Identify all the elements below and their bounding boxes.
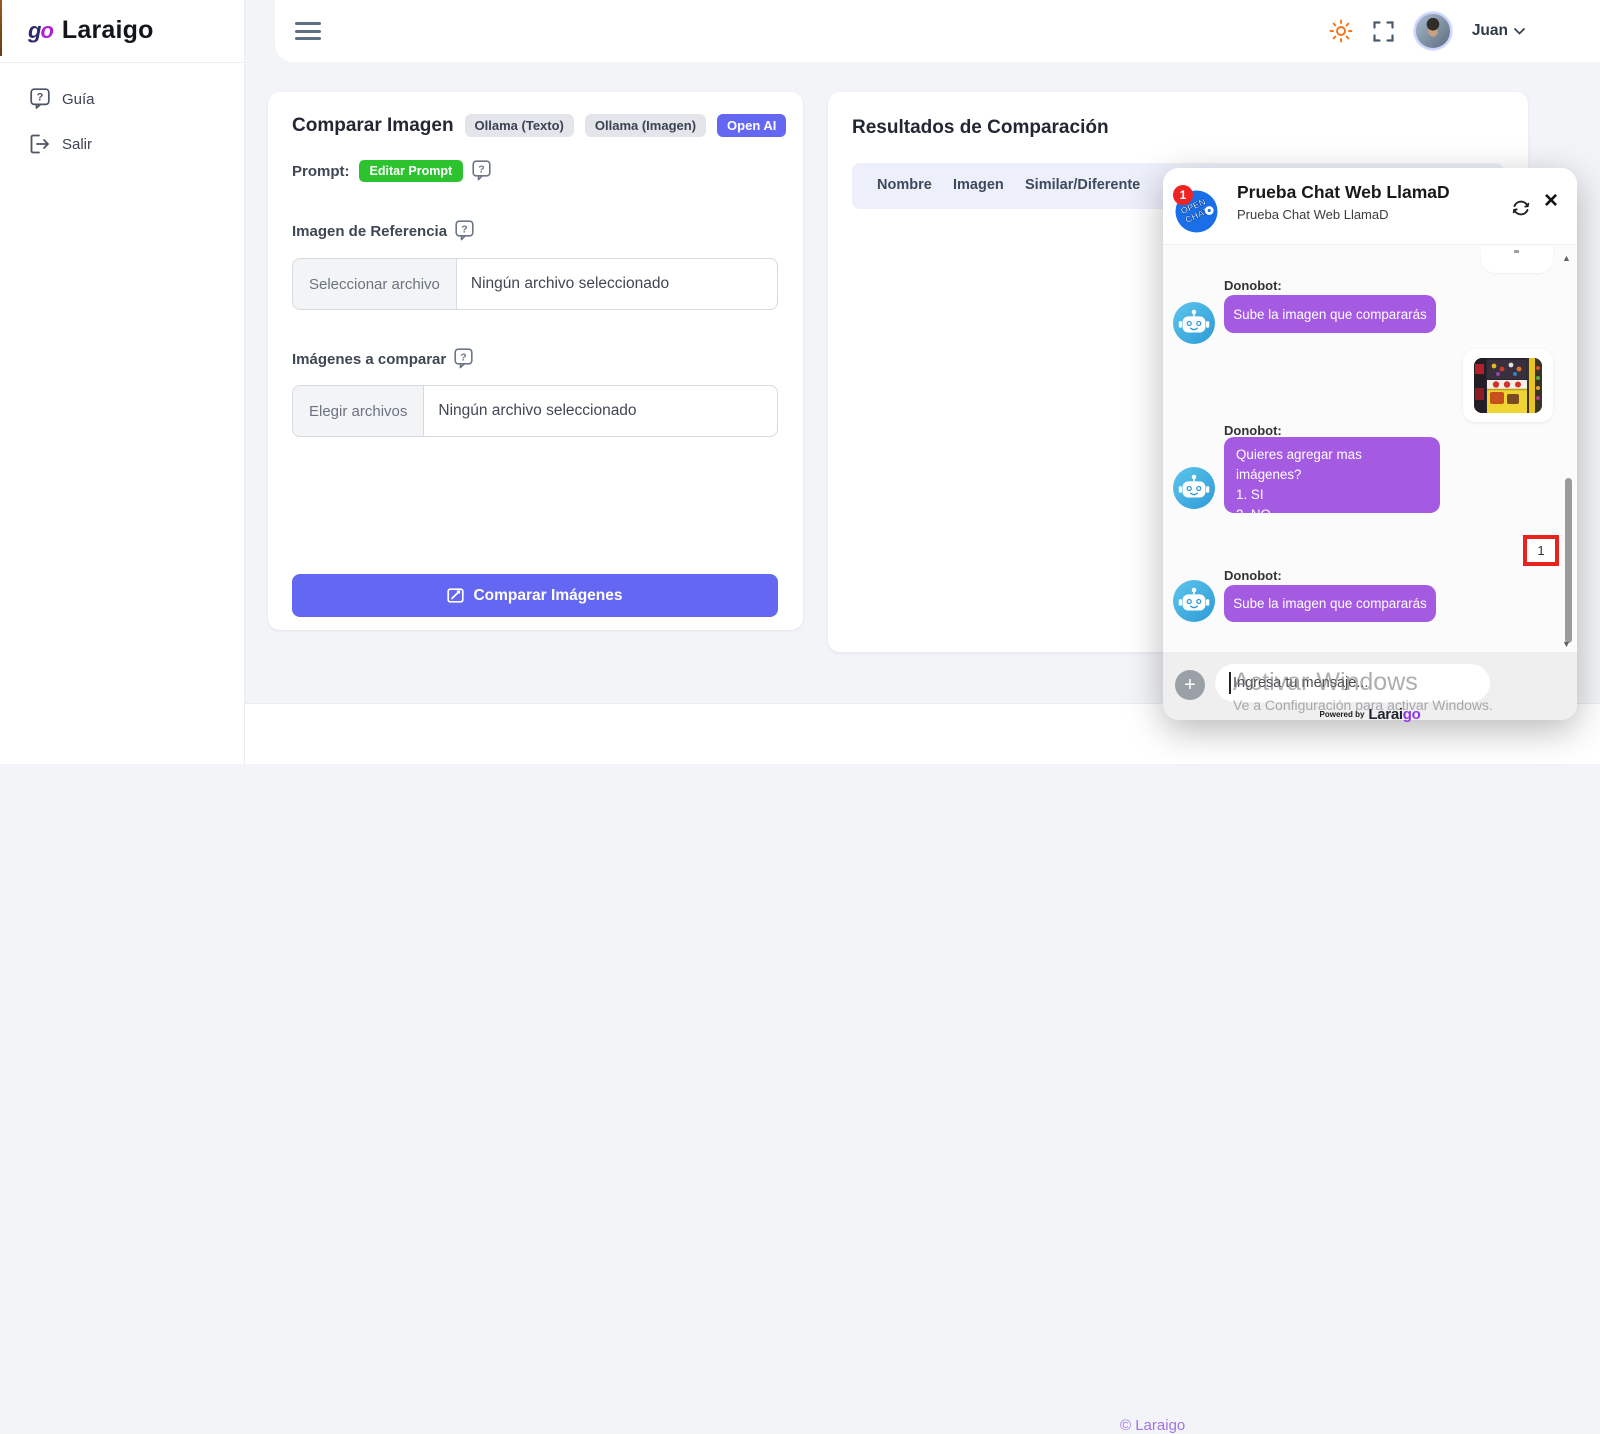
close-icon[interactable]: ×	[1544, 187, 1559, 214]
bot-avatar-icon	[1173, 302, 1215, 344]
edit-prompt-button[interactable]: Editar Prompt	[358, 160, 464, 182]
bot-avatar-icon	[1173, 467, 1215, 509]
chat-title: Prueba Chat Web LlamaD	[1237, 182, 1450, 202]
left-edge-accent	[0, 0, 2, 56]
svg-text:?: ?	[461, 351, 467, 363]
compare-card-title: Comparar Imagen	[292, 114, 454, 136]
user-message-highlighted: 1	[1523, 535, 1559, 566]
scroll-down-arrow[interactable]: ▼	[1562, 639, 1571, 649]
message-author: Donobot:	[1224, 278, 1282, 293]
column-similar-diferente: Similar/Diferente	[1025, 177, 1141, 193]
menu-toggle-button[interactable]	[295, 22, 321, 40]
chat-message-area: ▲ Donobot: Sube la imagen que compararás	[1163, 245, 1577, 652]
message-author: Donobot:	[1224, 568, 1282, 583]
compare-files-status: Ningún archivo seleccionado	[438, 402, 637, 419]
sidebar-item-label: Salir	[62, 135, 93, 153]
refresh-icon[interactable]	[1510, 199, 1532, 222]
bot-message-bubble: Sube la imagen que compararás	[1224, 585, 1436, 622]
sidebar-item-guia[interactable]: ? Guía	[30, 88, 95, 110]
reference-file-input[interactable]: Seleccionar archivo Ningún archivo selec…	[292, 258, 778, 310]
prompt-help-icon[interactable]: ?	[472, 160, 491, 182]
reference-file-button[interactable]: Seleccionar archivo	[293, 259, 457, 309]
text-caret	[1229, 672, 1231, 694]
app-logo[interactable]: go Laraigo	[28, 16, 154, 45]
results-title: Resultados de Comparación	[852, 117, 1109, 138]
bot-message-bubble: Quieres agregar mas imágenes? 1. SI 2. N…	[1224, 437, 1440, 522]
bot-avatar-icon	[1173, 580, 1215, 622]
reference-help-icon[interactable]: ?	[455, 220, 474, 242]
tab-open-ai[interactable]: Open AI	[717, 114, 787, 137]
topbar: Juan	[275, 0, 1600, 62]
chat-widget: 1 OPEN CHAT Prueba Chat Web LlamaD Prueb…	[1163, 168, 1577, 720]
scroll-up-arrow[interactable]: ▲	[1562, 253, 1571, 263]
attach-plus-button[interactable]: +	[1175, 670, 1205, 700]
svg-text:?: ?	[37, 92, 44, 104]
message-author: Donobot:	[1224, 423, 1282, 438]
user-menu[interactable]: Juan	[1472, 22, 1525, 40]
app-logo-text: Laraigo	[61, 16, 154, 44]
reference-image-label: Imagen de Referencia	[292, 222, 448, 240]
sidebar-divider	[0, 62, 245, 63]
chat-subtitle: Prueba Chat Web LlamaD	[1237, 207, 1389, 222]
chat-message-input[interactable]	[1215, 664, 1490, 702]
images-to-compare-label: Imágenes a comparar	[292, 350, 447, 368]
logout-icon	[30, 134, 49, 154]
sidebar-item-salir[interactable]: Salir	[30, 134, 92, 154]
previous-message-fragment	[1481, 246, 1553, 273]
openchat-avatar: OPEN CHAT	[1175, 190, 1218, 233]
laraigo-go-icon: go	[28, 17, 54, 43]
compare-files-button[interactable]: Elegir archivos	[293, 386, 425, 436]
store-freezer-photo	[1474, 358, 1542, 413]
reference-file-status: Ningún archivo seleccionado	[470, 275, 670, 292]
column-imagen: Imagen	[953, 177, 1004, 193]
powered-by-label: Powered by	[1319, 709, 1365, 719]
compare-files-input[interactable]: Elegir archivos Ningún archivo seleccion…	[292, 385, 778, 437]
tab-ollama-texto[interactable]: Ollama (Texto)	[464, 114, 574, 137]
help-square-icon: ?	[30, 88, 50, 109]
compare-images-label: Comparar Imágenes	[473, 586, 623, 604]
chat-input-area: +	[1163, 652, 1577, 720]
prompt-label: Prompt:	[292, 162, 350, 180]
user-avatar[interactable]	[1413, 12, 1452, 50]
compare-images-button[interactable]: Comparar Imágenes	[292, 574, 778, 617]
user-name-label: Juan	[1471, 22, 1508, 39]
uploaded-image-message[interactable]	[1463, 349, 1553, 422]
svg-text:?: ?	[478, 163, 484, 175]
chat-scrollbar-thumb[interactable]	[1565, 478, 1572, 643]
sidebar: go Laraigo ? Guía Salir	[0, 0, 245, 764]
column-nombre: Nombre	[877, 177, 932, 193]
image-edit-icon	[447, 588, 465, 603]
unread-badge: 1	[1173, 185, 1193, 205]
laraigo-logo-small: Laraigo	[1368, 705, 1421, 723]
bot-message-bubble: Sube la imagen que compararás	[1224, 295, 1436, 333]
powered-by-laraigo: Powered by Laraigo	[1163, 705, 1577, 723]
compare-help-icon[interactable]: ?	[454, 348, 473, 370]
chat-header: 1 OPEN CHAT Prueba Chat Web LlamaD Prueb…	[1163, 168, 1577, 245]
copyright-link[interactable]: © Laraigo	[1120, 1417, 1186, 1434]
sidebar-item-label: Guía	[62, 90, 95, 108]
tab-ollama-imagen[interactable]: Ollama (Imagen)	[584, 114, 707, 137]
theme-sun-icon[interactable]	[1329, 19, 1353, 43]
svg-text:?: ?	[461, 223, 467, 235]
compare-image-card: Comparar Imagen Ollama (Texto) Ollama (I…	[268, 92, 803, 630]
chevron-down-icon	[1514, 27, 1525, 35]
fullscreen-icon[interactable]	[1373, 20, 1394, 42]
